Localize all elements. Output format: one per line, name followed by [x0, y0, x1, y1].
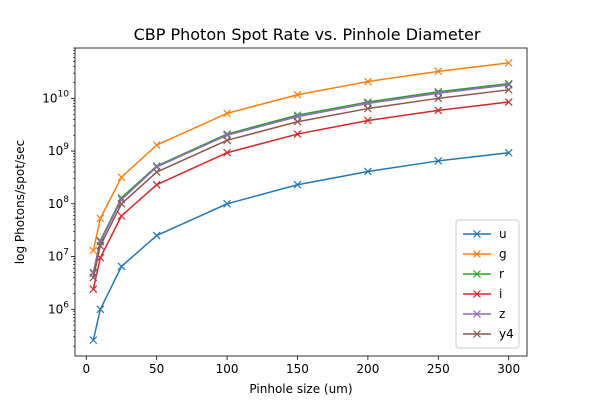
legend-marker-i: [473, 290, 481, 298]
data-point-y4: [434, 94, 443, 103]
y-tick-label: 1010: [42, 89, 69, 105]
data-point-y4: [117, 199, 126, 208]
plot-frame: [74, 47, 528, 357]
chart-title: CBP Photon Spot Rate vs. Pinhole Diamete…: [134, 25, 481, 44]
series-layer: [89, 58, 513, 345]
y-tick-base: 10: [42, 91, 57, 105]
y-tick-label: 108: [48, 195, 69, 211]
data-point-i: [152, 180, 161, 189]
data-point-g: [293, 90, 302, 99]
data-point-r: [117, 193, 126, 202]
data-point-i: [434, 106, 443, 115]
legend-marker-z: [473, 310, 481, 318]
legend-label-r: r: [499, 267, 504, 281]
y-tick-exponent: 7: [63, 248, 69, 258]
data-point-g: [117, 173, 126, 182]
data-point-u: [434, 157, 443, 165]
data-point-r: [504, 79, 513, 88]
data-point-y4: [96, 241, 105, 250]
data-point-i: [117, 211, 126, 220]
data-point-g: [434, 67, 443, 76]
legend-label-g: g: [499, 247, 507, 261]
legend-label-z: z: [499, 307, 505, 321]
data-point-u: [152, 231, 161, 240]
x-ticks: 0 50 100 150 200 250 300: [82, 356, 520, 376]
data-point-g: [152, 141, 161, 149]
legend-marker-g: [473, 250, 481, 258]
data-point-u: [504, 148, 513, 157]
y-tick-exponent: 9: [63, 142, 69, 152]
data-point-g: [89, 246, 98, 255]
x-tick-label: 50: [149, 362, 164, 376]
y-tick-base: 10: [48, 197, 63, 211]
y-tick-base: 10: [48, 302, 63, 316]
data-point-i: [504, 98, 513, 106]
legend-label-u: u: [499, 227, 507, 241]
x-tick-label: 150: [286, 362, 309, 376]
data-point-y4: [363, 104, 372, 113]
legend-marker-y4: [473, 330, 481, 338]
y-tick-base: 10: [48, 144, 63, 158]
data-point-g: [96, 214, 105, 223]
data-point-u: [363, 167, 372, 176]
y-tick-exponent: 6: [63, 300, 69, 310]
x-tick-label: 250: [427, 362, 450, 376]
legend-box: [455, 219, 520, 349]
y-tick-label: 107: [48, 248, 69, 264]
y-tick-label: 106: [48, 300, 69, 316]
data-point-g: [504, 58, 513, 67]
legend-marker-u: [473, 230, 481, 238]
x-tick-label: 100: [216, 362, 239, 376]
data-point-i: [293, 130, 302, 138]
data-point-y4: [293, 117, 302, 126]
data-point-u: [293, 180, 302, 189]
x-tick-label: 200: [356, 362, 379, 376]
legend-label-i: i: [499, 287, 502, 301]
data-point-u: [117, 262, 126, 271]
y-tick-base: 10: [48, 250, 63, 264]
data-point-y4: [504, 85, 513, 94]
y-tick-exponent: 10: [58, 89, 70, 99]
data-point-y4: [89, 273, 98, 282]
data-point-y4: [152, 168, 161, 176]
x-tick-label: 300: [497, 362, 520, 376]
data-point-i: [363, 116, 372, 125]
data-point-i: [223, 148, 231, 157]
data-point-u: [89, 336, 98, 345]
x-tick-label: 0: [82, 362, 90, 376]
y-tick-label: 109: [48, 142, 69, 158]
y-tick-exponent: 8: [63, 195, 69, 205]
legend-marker-r: [473, 270, 481, 278]
plot-area: [75, 48, 527, 356]
data-point-g: [223, 109, 231, 118]
legend-label-y4: y4: [499, 327, 514, 341]
data-point-i: [89, 285, 98, 294]
data-point-u: [96, 305, 105, 314]
data-point-y4: [223, 136, 231, 145]
data-point-g: [363, 77, 372, 86]
x-axis-label: Pinhole size (um): [249, 382, 352, 396]
data-point-u: [223, 199, 231, 208]
y-axis-label: log Photons/spot/sec: [13, 140, 27, 264]
